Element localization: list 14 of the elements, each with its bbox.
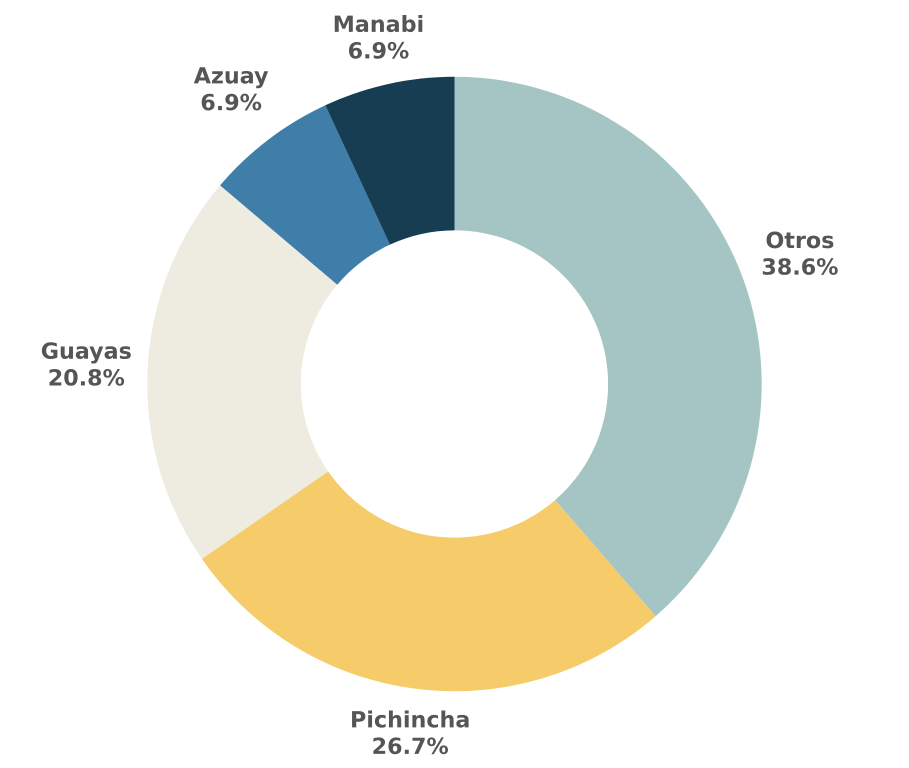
slice-label: Guayas [42,342,131,364]
data-label: 6.9% [202,94,262,110]
donut-slice [454,76,762,616]
slice-label: Manabi [334,14,422,32]
data-label: 38.6% [762,258,838,275]
donut-slice [202,471,656,692]
donut-slice [147,185,338,559]
donut-slice [325,76,454,245]
data-label: 26.7% [373,737,448,754]
slice-label: Pichincha [352,710,469,728]
data-label: 20.8% [50,368,124,386]
slice-label: Otros [766,232,834,248]
data-label: 6.9% [349,42,409,59]
slice-label: Azuay [194,67,268,88]
